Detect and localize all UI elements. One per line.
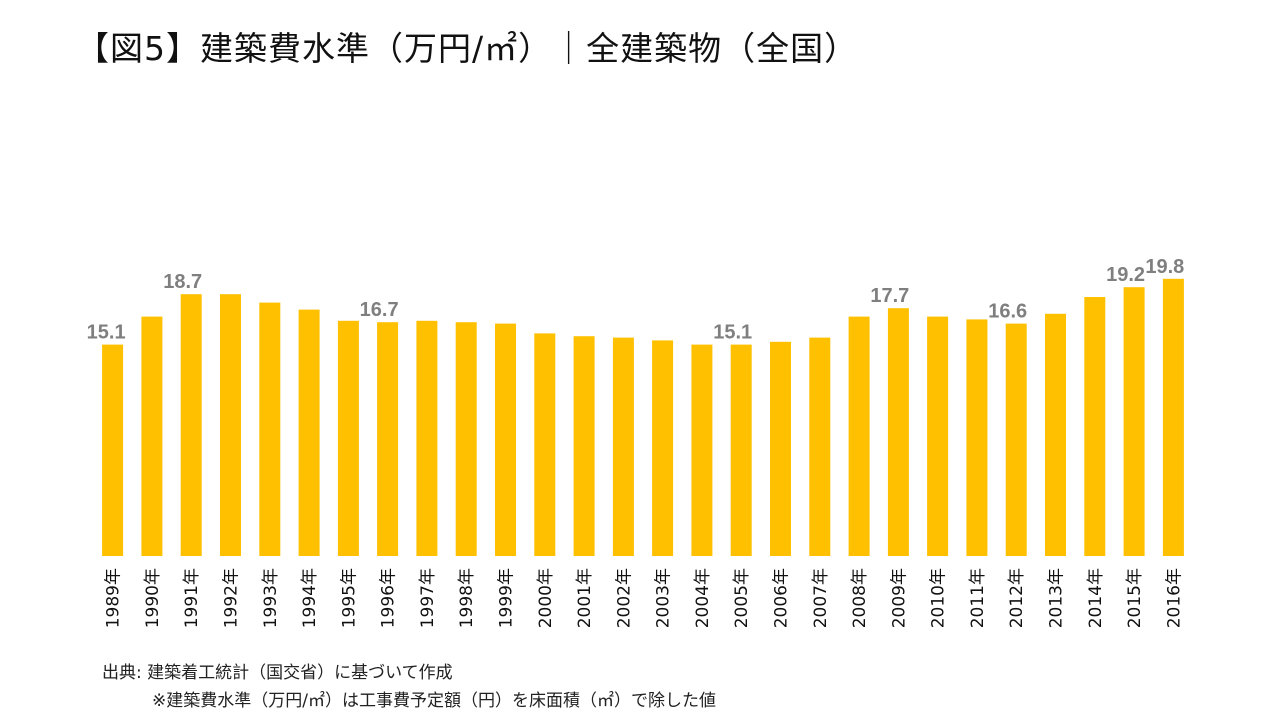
data-label: 15.1	[87, 322, 126, 344]
bar-1991年	[180, 294, 202, 556]
bar-1996年	[377, 322, 399, 556]
x-tick-label: 2009年	[889, 568, 909, 628]
x-tick-label: 2001年	[575, 568, 595, 628]
bar-2000年	[534, 333, 556, 556]
x-tick-label: 2007年	[811, 568, 831, 628]
x-tick-label: 2011年	[968, 568, 988, 628]
data-label: 19.8	[1145, 256, 1184, 278]
bar-1999年	[495, 323, 516, 556]
bar-2007年	[809, 337, 831, 556]
x-tick-label: 1998年	[457, 568, 477, 628]
bar-2015年	[1123, 287, 1145, 556]
data-label: 16.7	[360, 299, 399, 321]
bar-2010年	[927, 316, 949, 556]
x-tick-label: 2016年	[1164, 568, 1184, 628]
bar-2009年	[887, 308, 909, 556]
bar-1997年	[416, 320, 438, 556]
bar-1990年	[141, 316, 163, 556]
bar-2004年	[691, 344, 713, 556]
x-tick-label: 1990年	[143, 568, 163, 628]
x-tick-label: 2003年	[654, 568, 674, 628]
x-tick-label: 1992年	[222, 568, 242, 628]
bar-1995年	[337, 320, 359, 556]
footnote: ※建築費水準（万円/㎡）は工事費予定額（円）を床面積（㎡）で除した値	[152, 691, 716, 711]
x-tick-label: 2014年	[1086, 568, 1106, 628]
x-tick-label: 2012年	[1007, 568, 1027, 628]
x-tick-label: 2004年	[693, 568, 713, 628]
bar-2002年	[612, 337, 634, 556]
bar-2011年	[966, 319, 988, 556]
data-label: 19.2	[1106, 264, 1145, 286]
bar-2012年	[1005, 323, 1027, 556]
x-tick-label: 2013年	[1047, 568, 1067, 628]
x-tick-label: 2005年	[732, 568, 752, 628]
x-tick-label: 1994年	[300, 568, 320, 628]
bar-2003年	[652, 340, 674, 556]
x-tick-label: 1991年	[182, 568, 202, 628]
bar-1998年	[455, 322, 477, 556]
data-label: 17.7	[870, 285, 909, 307]
x-tick-label: 2008年	[850, 568, 870, 628]
x-tick-label: 2006年	[772, 568, 792, 628]
x-tick-label: 1993年	[261, 568, 281, 628]
source-note: 出典: 建築着工統計（国交省）に基づいて作成	[102, 663, 453, 683]
data-label: 18.7	[163, 271, 202, 293]
x-tick-label: 1989年	[104, 568, 124, 628]
bar-2014年	[1084, 297, 1106, 556]
bar-1993年	[259, 302, 281, 556]
bar-2008年	[848, 316, 870, 556]
chart-title: 【図5】建築費水準（万円/㎡）｜全建築物（全国）	[76, 29, 859, 68]
bar-1989年	[102, 344, 124, 556]
x-tick-label: 2000年	[536, 568, 556, 628]
x-tick-label: 1997年	[418, 568, 438, 628]
data-label: 15.1	[713, 322, 752, 344]
bar-2005年	[730, 344, 752, 556]
x-tick-label: 1996年	[379, 568, 399, 628]
data-label: 16.6	[988, 301, 1027, 323]
x-tick-label: 2010年	[929, 568, 949, 628]
bar-2013年	[1045, 313, 1066, 556]
x-tick-label: 1995年	[339, 568, 359, 628]
bar-1992年	[220, 294, 241, 556]
bar-1994年	[298, 309, 320, 556]
bar-2006年	[770, 341, 791, 556]
bar-2016年	[1162, 278, 1184, 556]
bar-2001年	[573, 336, 595, 556]
x-tick-label: 1999年	[497, 568, 517, 628]
x-tick-label: 2002年	[614, 568, 634, 628]
x-tick-label: 2015年	[1125, 568, 1145, 628]
